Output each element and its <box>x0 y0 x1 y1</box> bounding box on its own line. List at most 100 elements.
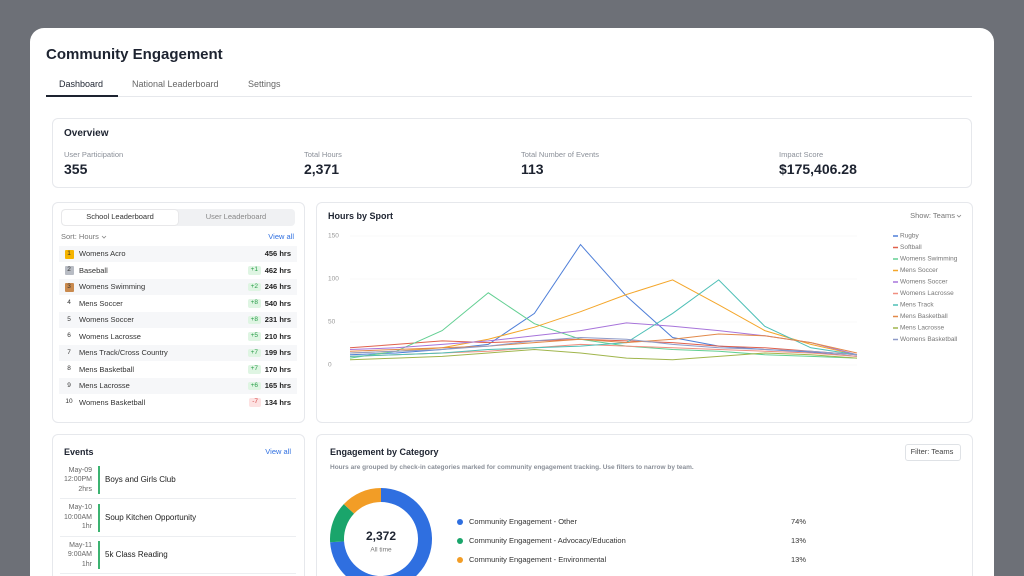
tab[interactable]: Settings <box>248 78 281 89</box>
legend-dot <box>457 538 463 544</box>
filter-button[interactable] <box>905 444 961 461</box>
rank: 2 <box>67 266 71 274</box>
hours: 199 hrs <box>264 348 291 358</box>
team-name: Mens Basketball <box>79 364 135 374</box>
chart-title: Engagement by Category <box>330 446 439 457</box>
series-line <box>349 336 858 356</box>
change-badge: +5 <box>247 332 261 341</box>
rank: 8 <box>67 365 71 373</box>
legend-label: Womens Swimming <box>900 256 958 263</box>
rank: 4 <box>67 299 71 307</box>
y-tick-label: 50 <box>328 319 336 326</box>
overview-title: Overview <box>64 128 109 139</box>
series-line <box>349 333 858 354</box>
chart-title: Hours by Sport <box>328 210 394 221</box>
series-line <box>349 348 858 361</box>
hours: 462 hrs <box>264 265 291 275</box>
legend-label: Mens Basketball <box>900 313 948 320</box>
segment-selected[interactable] <box>62 210 178 225</box>
event-divider <box>60 535 296 537</box>
team-name: Womens Basketball <box>79 397 146 407</box>
series-line <box>349 279 858 356</box>
chart-subtitle: Hours are grouped by check-in categories… <box>330 463 694 471</box>
value-label: 13% <box>791 536 806 545</box>
event-date: May-09 <box>68 466 92 474</box>
stat-value: 355 <box>64 161 88 177</box>
rank: 10 <box>65 398 73 406</box>
change-badge: +6 <box>247 381 261 390</box>
hours: 210 hrs <box>264 331 291 341</box>
hours: 134 hrs <box>264 397 291 407</box>
view-all-link[interactable]: View all <box>268 232 294 242</box>
tab-divider <box>46 96 972 97</box>
change-badge: +1 <box>247 266 261 275</box>
series-line <box>349 338 858 356</box>
stat-value: $175,406.28 <box>779 161 857 177</box>
legend-label: Womens Basketball <box>900 336 958 343</box>
overview-panel <box>52 118 972 188</box>
change-badge: +8 <box>247 299 261 308</box>
sort-label[interactable]: Sort: Hours <box>61 232 99 242</box>
team-name: Womens Acro <box>79 249 126 259</box>
leaderboard-tab[interactable]: User Leaderboard <box>205 212 267 222</box>
rank-badge <box>64 282 74 292</box>
rank: 7 <box>67 348 71 356</box>
event-name[interactable]: Soup Kitchen Opportunity <box>105 512 197 522</box>
row-bg <box>59 378 297 394</box>
change-badge: -7 <box>249 398 261 407</box>
rank: 3 <box>67 282 71 290</box>
event-divider <box>60 498 296 499</box>
team-name: Mens Track/Cross Country <box>79 348 168 358</box>
legend-dot <box>457 519 463 525</box>
show-chevron <box>956 214 962 218</box>
hours: 456 hrs <box>264 249 291 259</box>
hours: 246 hrs <box>264 282 291 292</box>
tab[interactable]: National Leaderboard <box>132 78 219 89</box>
row-bg <box>59 279 297 295</box>
rank: 5 <box>67 315 71 323</box>
row-bg <box>59 312 297 328</box>
hours: 170 hrs <box>264 364 291 374</box>
hours: 165 hrs <box>264 381 291 391</box>
row-bg <box>59 345 297 361</box>
filter-label[interactable]: Filter: Teams <box>910 447 954 457</box>
stat-value: 2,371 <box>304 161 340 177</box>
legend-label: Womens Lacrosse <box>900 290 954 297</box>
series-line <box>349 292 858 359</box>
legend-label: Community Engagement - Other <box>469 517 577 526</box>
team-name: Mens Lacrosse <box>79 381 130 391</box>
stat-label: Total Number of Events <box>521 150 599 160</box>
event-time: 9:00AM <box>67 551 92 558</box>
change-badge: +7 <box>247 365 261 374</box>
y-tick-label: 0 <box>328 362 332 369</box>
change-badge: +7 <box>247 348 261 357</box>
tab-underline <box>46 95 118 97</box>
team-name: Baseball <box>79 265 108 275</box>
view-all-link[interactable]: View all <box>265 447 291 457</box>
tab[interactable]: Dashboard <box>59 78 104 89</box>
y-tick-label: 100 <box>328 276 339 283</box>
donut-caption: All time <box>370 547 392 554</box>
event-name[interactable]: Boys and Girls Club <box>105 475 176 484</box>
event-name[interactable]: 5k Class Reading <box>105 550 168 559</box>
legend-label: Community Engagement - Advocacy/Educatio… <box>469 536 626 545</box>
y-tick-label: 150 <box>328 233 339 240</box>
legend-label: Community Engagement - Environmental <box>469 555 606 564</box>
legend-label: Rugby <box>900 233 920 240</box>
legend-label: Womens Soccer <box>900 279 948 286</box>
chart-control[interactable]: Show: Teams <box>910 211 955 221</box>
legend-label: Mens Lacrosse <box>900 325 944 332</box>
event-duration: 1hr <box>81 560 92 568</box>
hours: 540 hrs <box>264 298 291 308</box>
value-label: 13% <box>791 555 806 564</box>
sort-chevron <box>101 235 107 239</box>
leaderboard-tab[interactable]: School Leaderboard <box>86 212 154 222</box>
event-accent <box>98 541 100 569</box>
stat-label: Total Hours <box>304 150 342 160</box>
event-time: 10:00AM <box>63 513 92 521</box>
events-panel <box>52 434 305 576</box>
event-date: May-11 <box>69 541 92 549</box>
event-accent <box>98 503 100 532</box>
